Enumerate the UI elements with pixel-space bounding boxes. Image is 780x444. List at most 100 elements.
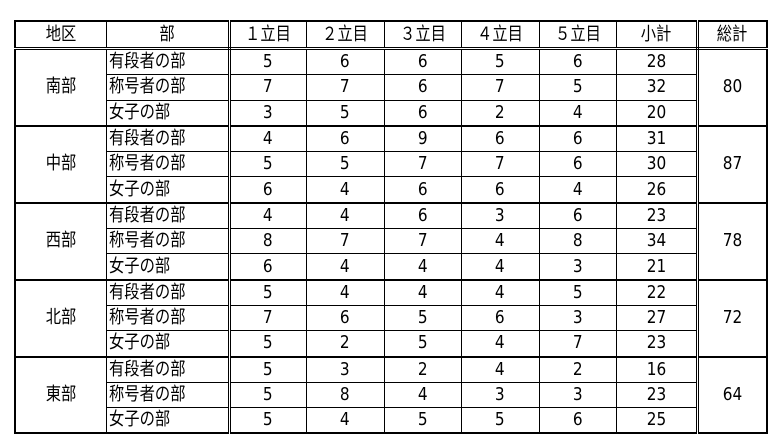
score-cell-text: 2 [495,101,505,123]
score-cell-text: 4 [340,281,350,303]
score-cell-text: 5 [263,409,273,431]
score-cell: 6 [460,304,540,332]
score-cell-text: 6 [417,204,428,226]
table-row: 称号者の部 7 7 6 7 5 32 [15,74,767,101]
score-cell-text: 5 [495,409,505,431]
score-cell: 8 [228,228,307,255]
division-name: 称号者の部 [105,228,231,255]
subtotal-cell: 26 [615,176,699,204]
score-cell-text: 7 [417,153,428,175]
score-cell-text: 5 [263,384,273,405]
division-name-text: 女子の部 [108,101,170,123]
score-cell: 4 [228,201,307,230]
score-cell-text: 6 [417,178,428,200]
table-row: 称号者の部 7 6 5 6 3 27 [15,304,767,332]
subtotal-cell: 31 [615,124,699,153]
score-cell-text: 5 [495,51,505,73]
subtotal-cell: 22 [615,278,699,306]
division-name-text: 有段者の部 [108,281,186,303]
division-name-text: 称号者の部 [108,153,186,175]
division-name-text: 女子の部 [108,255,170,277]
region-name-text: 南部 [45,76,77,98]
division-name-text: 有段者の部 [108,358,186,380]
subtotal-cell-text: 22 [646,281,666,303]
score-cell: 4 [383,278,462,306]
score-cell: 6 [383,201,462,230]
score-cell-text: 5 [417,409,428,431]
total-cell: 78 [696,201,768,281]
subtotal-cell-text: 31 [646,128,666,150]
table-row: 南部 有段者の部 5 6 6 5 6 28 80 [14,47,768,127]
score-cell: 3 [228,99,307,127]
table-row: 女子の部 5 2 5 4 7 23 [15,330,767,358]
header-cell: 部 [105,20,231,50]
score-cell: 6 [305,304,385,332]
division-name: 有段者の部 [105,201,231,230]
score-cell: 4 [383,253,462,281]
score-cell: 5 [383,330,462,358]
region-name: 西部 [14,201,107,281]
score-cell: 4 [460,278,540,306]
score-cell: 6 [538,201,617,230]
score-cell-text: 2 [572,358,583,380]
division-name: 女子の部 [105,253,231,281]
score-cell: 3 [460,381,540,409]
subtotal-cell-text: 32 [646,76,666,98]
header-cell-text: ２立目 [322,23,368,45]
score-cell: 5 [538,74,617,101]
subtotal-cell: 28 [615,47,699,76]
score-cell: 8 [305,381,385,409]
table-row: 女子の部 6 4 4 4 3 21 [15,253,767,281]
score-cell: 7 [383,228,462,255]
division-name: 女子の部 [105,99,231,127]
score-cell-text: 6 [495,178,505,200]
score-cell: 5 [538,278,617,306]
header-cell: ３立目 [383,20,462,50]
score-cell-text: 7 [340,230,350,252]
header-cell-text: ３立目 [399,23,446,45]
total-cell-text: 80 [722,76,742,98]
score-cell: 7 [460,74,540,101]
score-cell: 5 [460,47,540,76]
score-cell: 4 [460,355,540,383]
score-cell-text: 4 [572,101,583,123]
score-cell: 5 [305,151,385,178]
table-row: 東部 有段者の部 5 3 2 4 2 16 64 [14,355,768,434]
score-cell-text: 6 [572,51,583,73]
score-cell: 6 [305,124,385,153]
score-cell-text: 7 [263,76,273,98]
score-cell: 2 [538,355,617,383]
score-cell: 4 [305,201,385,230]
table-row: 北部 有段者の部 5 4 4 4 5 22 72 [14,278,768,358]
score-cell-text: 4 [340,255,350,277]
table-row: 称号者の部 8 7 7 4 8 34 [15,228,767,255]
table-row: 女子の部 5 4 5 5 6 25 [15,407,767,434]
region-name: 中部 [14,124,107,204]
score-cell-text: 8 [340,384,350,405]
score-cell-text: 7 [495,153,505,175]
score-cell-text: 3 [340,358,350,380]
score-cell-text: 5 [263,332,273,354]
score-cell-text: 9 [417,128,428,150]
score-cell-text: 7 [572,332,583,354]
score-cell-text: 4 [417,255,428,277]
score-cell: 2 [460,99,540,127]
score-cell-text: 3 [495,384,505,405]
region-name-text: 西部 [45,230,77,252]
division-name-text: 称号者の部 [108,307,186,329]
division-name: 称号者の部 [105,304,231,332]
score-cell-text: 4 [340,178,350,200]
score-cell-text: 4 [340,204,350,226]
score-cell: 4 [538,99,617,127]
score-cell-text: 5 [340,153,350,175]
score-cell-text: 2 [417,358,428,380]
subtotal-cell: 21 [615,253,699,281]
score-cell: 4 [305,407,385,434]
division-name: 女子の部 [105,330,231,358]
score-cell-text: 7 [417,230,428,252]
header-row: 地区 部 １立目 ２立目 ３立目 ４立目 ５立目 小計 総計 [14,20,768,50]
score-cell-text: 7 [495,76,505,98]
total-cell-text: 78 [722,230,742,252]
region-name-text: 北部 [45,307,77,329]
score-cell: 2 [305,330,385,358]
